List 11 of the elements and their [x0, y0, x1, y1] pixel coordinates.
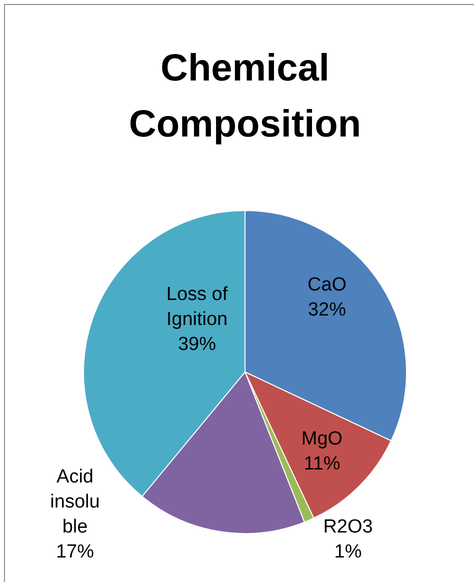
slice-label: Loss of Ignition	[166, 284, 228, 330]
data-label: 32%	[308, 300, 346, 321]
slice-label: CaO	[307, 274, 347, 296]
data-label: 11%	[304, 454, 340, 475]
data-label: 17%	[56, 542, 94, 563]
chart-title: Chemical Composition	[128, 47, 362, 146]
slice-label: Acid insoluble	[50, 466, 100, 538]
data-label: 1%	[334, 542, 362, 563]
slice-label: MgO	[301, 428, 343, 450]
slice-label: R2O3	[323, 516, 373, 538]
data-label: 39%	[178, 334, 216, 356]
